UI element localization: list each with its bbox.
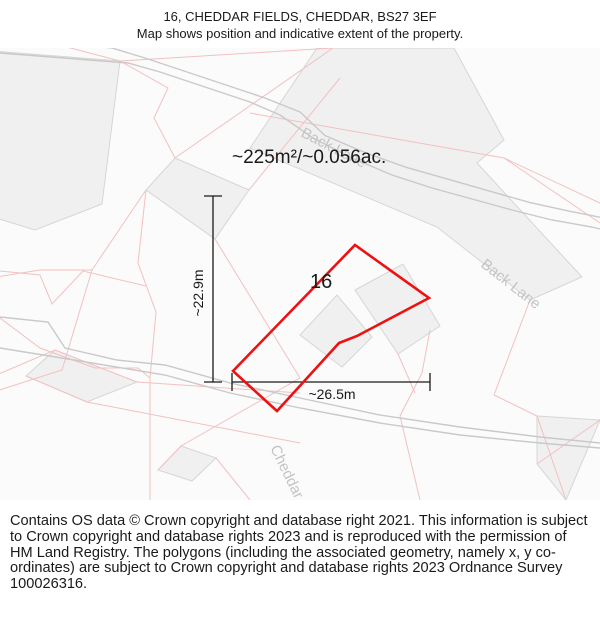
- svg-text:16: 16: [310, 271, 332, 293]
- svg-text:~26.5m: ~26.5m: [308, 386, 355, 402]
- svg-text:~22.9m: ~22.9m: [190, 269, 206, 316]
- svg-text:~225m²/~0.056ac.: ~225m²/~0.056ac.: [232, 147, 386, 168]
